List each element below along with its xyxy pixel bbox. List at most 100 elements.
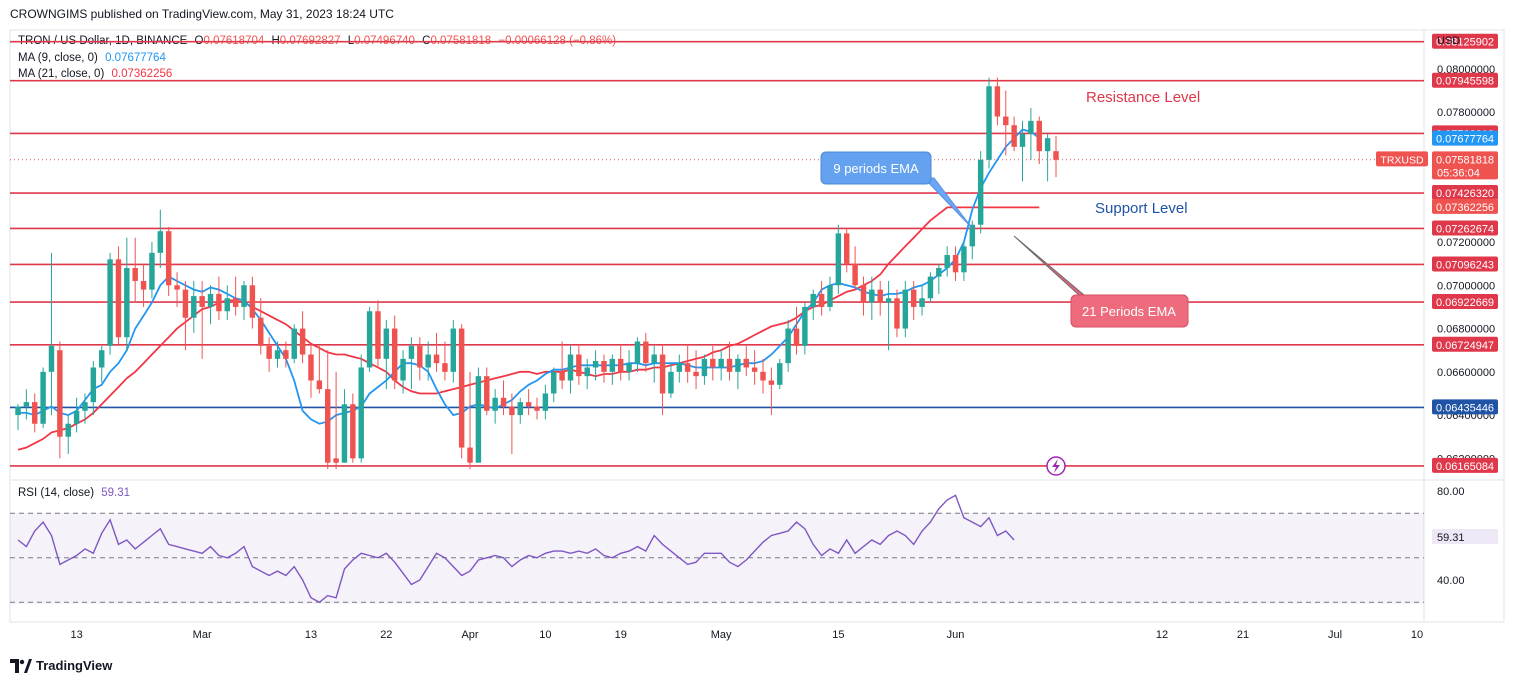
candle[interactable] xyxy=(316,345,323,394)
candle[interactable] xyxy=(601,354,607,383)
candle[interactable] xyxy=(333,371,339,470)
candle[interactable] xyxy=(651,345,657,383)
candle[interactable] xyxy=(65,415,71,455)
candle[interactable] xyxy=(124,237,130,351)
candle[interactable] xyxy=(751,350,758,385)
candle[interactable] xyxy=(509,393,515,455)
candle[interactable] xyxy=(710,345,716,381)
candle[interactable] xyxy=(73,397,80,433)
candle[interactable] xyxy=(207,285,214,325)
candle[interactable] xyxy=(743,345,749,377)
candle[interactable] xyxy=(969,220,976,260)
candle[interactable] xyxy=(559,341,565,390)
candle[interactable] xyxy=(852,246,858,290)
candle[interactable] xyxy=(325,350,331,470)
candle[interactable] xyxy=(576,345,582,385)
candle[interactable] xyxy=(467,371,473,470)
candle[interactable] xyxy=(944,246,950,277)
candle[interactable] xyxy=(458,324,465,459)
candle[interactable] xyxy=(115,246,122,346)
candle[interactable] xyxy=(308,345,314,398)
candle[interactable] xyxy=(283,341,289,368)
candle[interactable] xyxy=(391,315,398,390)
candle[interactable] xyxy=(442,341,448,381)
candle[interactable] xyxy=(534,397,540,420)
candle[interactable] xyxy=(1053,136,1059,178)
candle[interactable] xyxy=(961,242,967,281)
candle[interactable] xyxy=(350,393,356,463)
candle[interactable] xyxy=(107,252,113,355)
candle[interactable] xyxy=(592,350,599,381)
candle[interactable] xyxy=(375,300,381,368)
candle[interactable] xyxy=(358,354,364,463)
candle[interactable] xyxy=(40,367,46,429)
rsi-line[interactable] xyxy=(17,494,1015,604)
candle[interactable] xyxy=(475,367,482,463)
candle[interactable] xyxy=(1003,90,1009,156)
candle[interactable] xyxy=(584,358,590,390)
candle[interactable] xyxy=(609,354,616,385)
candle[interactable] xyxy=(299,311,306,364)
candle[interactable] xyxy=(216,276,222,320)
candle[interactable] xyxy=(258,298,264,355)
candle[interactable] xyxy=(634,337,641,372)
candle[interactable] xyxy=(894,289,900,338)
candle[interactable] xyxy=(199,280,205,359)
candle[interactable] xyxy=(952,246,959,281)
candle[interactable] xyxy=(249,276,256,329)
candle[interactable] xyxy=(768,367,775,416)
candle[interactable] xyxy=(777,358,783,390)
candle[interactable] xyxy=(567,345,574,394)
candle[interactable] xyxy=(844,229,850,273)
candle[interactable] xyxy=(668,363,674,398)
candle[interactable] xyxy=(1028,107,1034,160)
candle[interactable] xyxy=(32,393,38,433)
candle[interactable] xyxy=(157,209,164,268)
candle[interactable] xyxy=(450,319,457,383)
candle[interactable] xyxy=(274,341,281,368)
candle[interactable] xyxy=(701,354,708,385)
candle[interactable] xyxy=(90,361,97,416)
candle[interactable] xyxy=(877,280,883,316)
candle[interactable] xyxy=(232,276,239,316)
candle[interactable] xyxy=(366,306,373,372)
candle[interactable] xyxy=(542,384,549,420)
candle[interactable] xyxy=(869,276,875,320)
candle[interactable] xyxy=(149,242,155,299)
candle[interactable] xyxy=(1019,120,1026,182)
candle[interactable] xyxy=(684,345,691,383)
candle[interactable] xyxy=(885,280,892,351)
candle[interactable] xyxy=(785,319,791,372)
candle[interactable] xyxy=(224,285,230,320)
candle[interactable] xyxy=(291,324,297,364)
candle[interactable] xyxy=(693,350,699,390)
candle[interactable] xyxy=(902,280,909,338)
candle[interactable] xyxy=(417,337,423,381)
candle[interactable] xyxy=(98,345,105,383)
candle[interactable] xyxy=(818,280,825,316)
candle[interactable] xyxy=(174,272,180,307)
candle[interactable] xyxy=(659,345,666,416)
ma9-line[interactable] xyxy=(18,128,1040,425)
candle[interactable] xyxy=(793,306,800,355)
candle[interactable] xyxy=(132,237,138,303)
candle[interactable] xyxy=(835,224,842,294)
candle[interactable] xyxy=(551,367,557,403)
candle[interactable] xyxy=(1011,116,1017,152)
candle[interactable] xyxy=(977,151,984,234)
candle[interactable] xyxy=(241,280,247,320)
candle[interactable] xyxy=(936,263,942,294)
candle[interactable] xyxy=(266,337,272,372)
candle[interactable] xyxy=(525,389,532,416)
lightning-icon[interactable] xyxy=(1046,456,1066,476)
candle[interactable] xyxy=(760,358,766,394)
candle[interactable] xyxy=(910,280,917,320)
candle[interactable] xyxy=(860,276,867,316)
candle[interactable] xyxy=(643,332,649,372)
candle[interactable] xyxy=(827,276,833,312)
candle[interactable] xyxy=(986,77,992,169)
candle[interactable] xyxy=(617,345,624,381)
ma21-line[interactable] xyxy=(17,206,1040,451)
candle[interactable] xyxy=(484,367,490,416)
